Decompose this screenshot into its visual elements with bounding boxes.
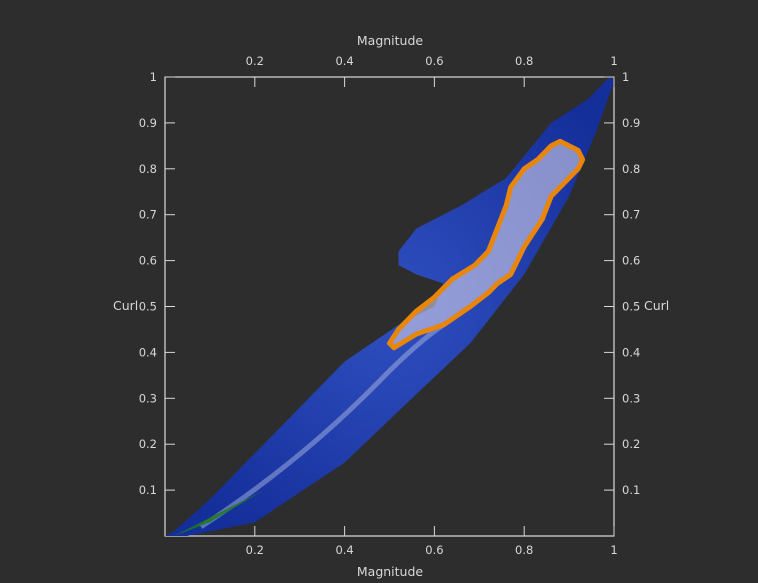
y-tick-label: 0.4 [622,345,640,359]
y-tick-label: 0.6 [622,254,640,268]
x-tick-label: 0.4 [335,54,353,68]
x-tick-label: 1 [610,54,617,68]
y-tick-label: 0.2 [622,437,640,451]
y-tick-label: 0.8 [139,162,157,176]
y-tick-label: 0.7 [139,208,157,222]
x-tick-label: 0.6 [425,543,443,557]
y-tick-label: 0.5 [622,300,640,314]
x-axis-top: 0.2 0.4 0.6 0.8 1 [246,54,618,87]
y-tick-label: 0.1 [622,483,640,497]
y-tick-label: 0.1 [139,483,157,497]
y-tick-label: 0.9 [622,116,640,130]
y-tick-label: 0.9 [139,116,157,130]
x-tick-label: 0.8 [515,543,533,557]
low-density-strip [173,490,264,536]
x-tick-label: 1 [610,543,617,557]
x-tick-label: 0.6 [425,54,443,68]
density-region [165,77,614,536]
y-tick-label: 0.5 [139,300,157,314]
x-tick-label: 0.8 [515,54,533,68]
x-axis-title-top: Magnitude [357,33,424,48]
y-tick-label: 0.7 [622,208,640,222]
highlight-layer [173,322,462,536]
y-axis-left: 0.1 0.2 0.3 0.4 0.5 0.6 0.7 0.8 0.9 1 [139,70,175,497]
x-tick-label: 0.2 [246,54,264,68]
density-layer [165,77,614,536]
y-tick-label: 0.3 [622,391,640,405]
y-tick-label: 0.3 [139,391,157,405]
density-highlight [199,322,445,529]
y-tick-label: 1 [150,70,157,84]
y-axis-title-left: Curl [113,298,138,313]
y-axis-title-right: Curl [644,298,669,313]
x-axis-title-bottom: Magnitude [357,564,424,579]
x-axis-bottom: 0.2 0.4 0.6 0.8 1 [246,526,618,557]
x-tick-label: 0.2 [246,543,264,557]
y-tick-label: 1 [622,70,629,84]
y-tick-label: 0.6 [139,254,157,268]
y-tick-label: 0.2 [139,437,157,451]
low-density-strip [434,366,462,380]
selection-polygon[interactable] [387,138,586,351]
y-tick-label: 0.4 [139,345,157,359]
y-tick-label: 0.8 [622,162,640,176]
selection-layer[interactable] [387,138,586,351]
y-axis-right: 0.1 0.2 0.3 0.4 0.5 0.6 0.7 0.8 0.9 1 [604,70,640,497]
x-tick-label: 0.4 [335,543,353,557]
